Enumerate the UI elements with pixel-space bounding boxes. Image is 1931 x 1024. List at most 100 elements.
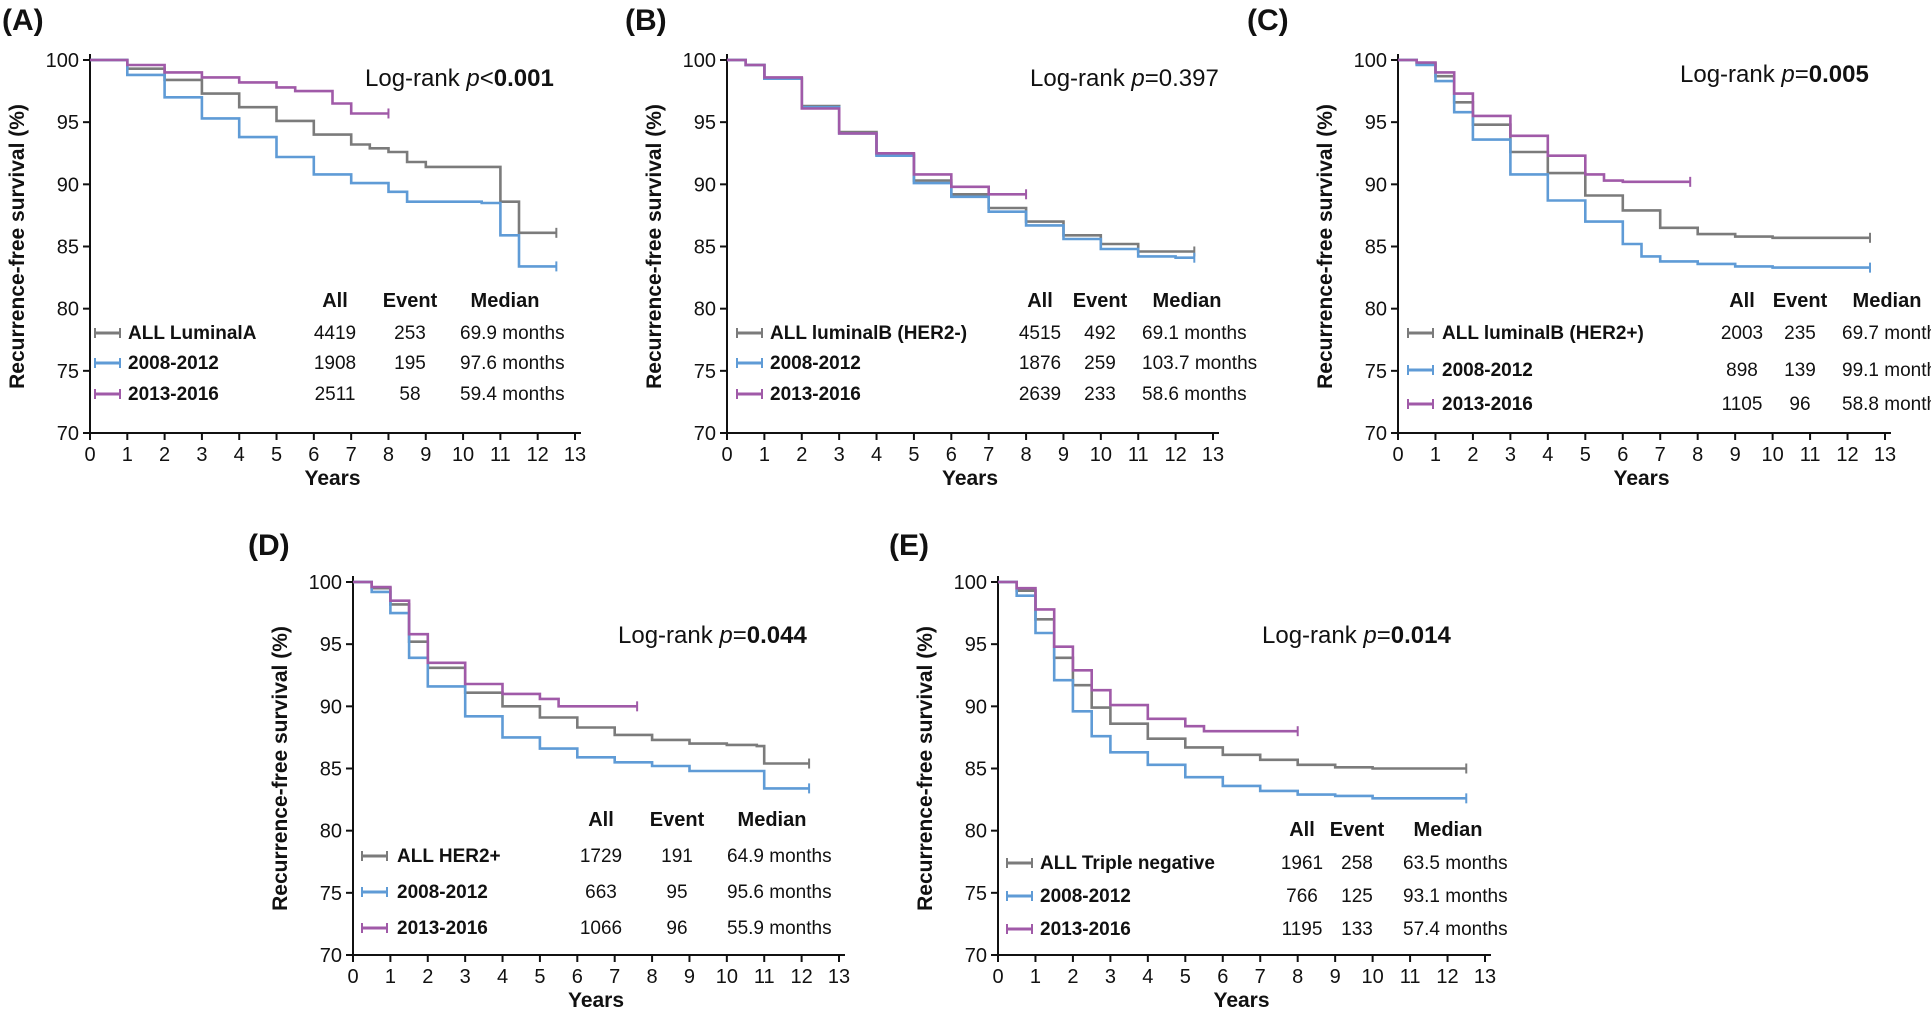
x-tick-label: 7 [346,444,357,466]
legend-event-count: 233 [1084,384,1116,405]
table-header: Median [738,809,807,831]
legend-median: 69.9 months [460,323,565,344]
curve-all [1398,58,1870,240]
legend-all-count: 1066 [580,918,622,939]
x-tick-label: 4 [497,966,508,988]
x-tick-label: 13 [1474,966,1496,988]
y-tick-label: 90 [57,174,79,196]
x-tick-label: 13 [564,444,586,466]
x-tick-label: 13 [1202,444,1224,466]
y-tick-label: 75 [57,361,79,383]
legend-all-count: 1105 [1722,394,1763,415]
x-axis-title: Years [1613,467,1669,490]
x-tick-label: 12 [1836,444,1858,466]
x-tick-label: 12 [527,444,549,466]
x-tick-label: 8 [383,444,394,466]
legend-median: 97.6 months [460,353,565,374]
x-tick-label: 1 [122,444,133,466]
curve-2013-2016 [353,580,638,708]
table-header: Median [471,290,540,312]
legend-all-count: 4419 [314,323,356,344]
legend-event-count: 195 [394,353,426,374]
logrank-annotation: Log-rank p=0.014 [1262,622,1451,649]
curve-2013-2016 [90,58,389,115]
curve-all [90,58,557,235]
logrank-prefix: Log-rank [1030,65,1131,92]
logrank-p: p [1362,622,1376,649]
y-tick-label: 95 [1365,112,1387,134]
x-tick-label: 11 [1400,966,1421,988]
x-tick-label: 9 [1330,966,1341,988]
legend-median: 69.1 months [1142,323,1247,344]
legend-median: 99.1 months [1842,360,1931,381]
x-tick-label: 4 [1542,444,1553,466]
y-tick-label: 70 [965,945,987,967]
table-header: All [1729,290,1755,312]
logrank-value: 0.014 [1391,622,1452,649]
x-tick-label: 5 [908,444,919,466]
legend-median: 64.9 months [727,846,832,867]
curve-2013-2016 [1398,58,1691,184]
legend-all-count: 1961 [1281,853,1323,874]
y-tick-label: 95 [965,634,987,656]
logrank-operator: = [1377,622,1391,649]
table-header: All [322,290,348,312]
table-header: Event [383,290,438,312]
y-tick-label: 85 [57,237,79,259]
x-tick-label: 0 [84,444,95,466]
curve-2008-2012 [1398,58,1870,269]
y-tick-label: 70 [57,423,79,445]
logrank-prefix: Log-rank [365,65,466,92]
logrank-prefix: Log-rank [1680,61,1781,88]
y-tick-label: 90 [1365,174,1387,196]
legend-event-count: 253 [394,323,426,344]
x-tick-label: 5 [1180,966,1191,988]
logrank-operator: = [733,622,747,649]
legend-event-count: 95 [666,882,687,903]
y-tick-label: 100 [954,572,987,594]
legend-name: 2013-2016 [770,384,861,405]
y-tick-label: 70 [694,423,716,445]
table-header: Event [1073,290,1128,312]
table-header: Median [1853,290,1922,312]
x-tick-label: 8 [647,966,658,988]
x-tick-label: 8 [1292,966,1303,988]
panel-label: (E) [889,529,929,562]
y-tick-label: 80 [694,299,716,321]
logrank-prefix: Log-rank [618,622,719,649]
x-tick-label: 12 [790,966,812,988]
y-axis-title: Recurrence-free survival (%) [1314,104,1337,389]
legend-event-count: 96 [666,918,687,939]
table-header: All [1289,819,1315,841]
x-tick-label: 13 [1874,444,1896,466]
x-tick-label: 3 [460,966,471,988]
x-tick-label: 0 [347,966,358,988]
x-tick-label: 7 [983,444,994,466]
x-tick-label: 7 [1255,966,1266,988]
table-header: Event [1330,819,1385,841]
legend-event-count: 58 [399,384,420,405]
panel-label: (C) [1247,4,1289,37]
legend-name: 2013-2016 [1442,394,1533,415]
legend-median: 69.7 months [1842,323,1931,344]
y-tick-label: 100 [1354,50,1387,72]
y-tick-label: 90 [965,696,987,718]
legend-median: 95.6 months [727,882,832,903]
x-tick-label: 3 [196,444,207,466]
legend-name: 2013-2016 [397,918,488,939]
legend-event-count: 139 [1784,360,1816,381]
y-tick-label: 95 [694,112,716,134]
x-tick-label: 9 [1730,444,1741,466]
y-tick-label: 80 [57,299,79,321]
legend-median: 57.4 months [1403,919,1508,940]
table-header: Median [1414,819,1483,841]
x-tick-label: 4 [234,444,245,466]
y-tick-label: 95 [320,634,342,656]
legend-name: ALL LuminalA [128,323,257,344]
x-tick-label: 11 [754,966,775,988]
legend-name: ALL luminalB (HER2+) [1442,323,1644,344]
curve-all [998,580,1467,770]
x-tick-label: 3 [834,444,845,466]
